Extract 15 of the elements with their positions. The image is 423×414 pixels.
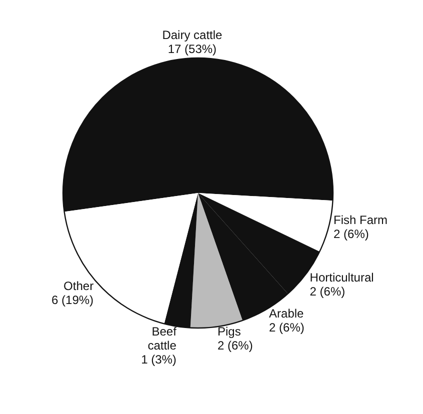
pie-slice bbox=[190, 193, 243, 328]
slice-label: Beef cattle bbox=[148, 324, 178, 352]
slice-label: Fish Farm bbox=[334, 213, 388, 228]
slice-label: Arable bbox=[269, 306, 304, 321]
data-label: 1 (3%) bbox=[141, 352, 176, 366]
data-label: 2 (6%) bbox=[217, 338, 253, 353]
slice-label: Horticultural bbox=[310, 270, 374, 284]
slice-label: Pigs bbox=[217, 324, 241, 339]
slice-label: Other bbox=[64, 279, 94, 294]
data-label: 17 (53%) bbox=[168, 42, 217, 56]
data-label: 2 (6%) bbox=[269, 320, 304, 335]
data-label: 6 (19%) bbox=[52, 293, 94, 308]
data-label: 2 (6%) bbox=[334, 227, 369, 242]
slice-label: Dairy cattle bbox=[162, 28, 223, 42]
data-label: 2 (6%) bbox=[310, 284, 346, 298]
